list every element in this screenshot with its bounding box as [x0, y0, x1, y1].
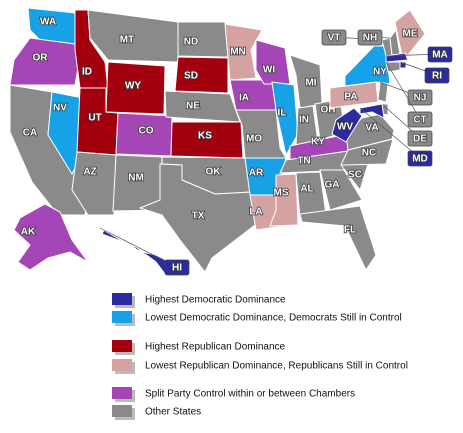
state-label: MS — [274, 188, 289, 199]
state-label: HI — [172, 263, 182, 274]
state-label: SC — [348, 170, 362, 181]
state-box — [427, 46, 453, 63]
legend-swatch — [112, 405, 132, 417]
state-shape — [319, 169, 363, 211]
state-shape — [344, 45, 391, 87]
state-label: VA — [365, 123, 378, 134]
state-label: WI — [263, 65, 275, 76]
leader-line — [99, 227, 178, 268]
state-label: NH — [363, 33, 377, 44]
state-shape — [394, 9, 426, 57]
state-box — [407, 130, 433, 147]
state-label: MO — [246, 134, 262, 145]
state-label: IN — [299, 115, 309, 126]
state-label: NY — [373, 67, 387, 78]
state-label: IL — [278, 108, 287, 119]
state-box — [407, 150, 433, 167]
state-label: AZ — [83, 167, 96, 178]
state-shape — [359, 103, 385, 119]
state-label: WV — [337, 122, 353, 133]
state-shape — [138, 163, 256, 273]
state-shape — [164, 90, 241, 123]
state-shape — [255, 39, 291, 85]
state-shape — [224, 23, 263, 81]
state-shape — [99, 227, 171, 275]
state-label: OK — [206, 167, 222, 178]
state-label: OR — [33, 53, 49, 64]
state-label: MN — [230, 47, 246, 58]
legend-label: Highest Republican Dominance — [145, 342, 286, 353]
legend-label: Other States — [145, 407, 201, 418]
state-shape — [174, 56, 229, 94]
state-label: MI — [305, 78, 316, 89]
state-label: FL — [344, 225, 356, 236]
state-label: RI — [432, 71, 442, 82]
state-label: ME — [403, 29, 418, 40]
state-label: MT — [120, 35, 134, 46]
state-shape — [87, 9, 179, 63]
state-label: NJ — [414, 93, 427, 104]
state-label: CO — [139, 126, 154, 137]
legend-swatch — [112, 293, 132, 305]
legend-swatch — [112, 311, 132, 323]
state-label: DE — [413, 134, 427, 145]
state-label: IA — [239, 93, 249, 104]
state-label: KY — [311, 137, 325, 148]
legend-label: Lowest Republican Dominance, Republicans… — [145, 361, 408, 372]
state-shape — [271, 81, 299, 157]
state-label: TX — [192, 211, 205, 222]
state-box — [407, 111, 433, 128]
state-label: UT — [88, 113, 101, 124]
state-box — [357, 29, 383, 46]
state-label: NE — [186, 101, 200, 112]
state-box — [407, 89, 433, 106]
state-shape — [269, 173, 299, 227]
legend-label: Lowest Democratic Dominance, Democrats S… — [145, 313, 402, 324]
state-label: KS — [198, 131, 212, 142]
state-box — [424, 67, 450, 84]
state-shape — [13, 203, 89, 271]
state-label: NV — [53, 103, 67, 114]
state-label: TN — [297, 156, 310, 167]
state-label: WY — [125, 81, 141, 92]
state-label: NM — [128, 173, 144, 184]
state-label: CA — [23, 128, 37, 139]
state-label: NC — [362, 148, 376, 159]
state-label: GA — [325, 180, 340, 191]
state-label: WA — [40, 17, 56, 28]
leader-line — [359, 107, 421, 159]
state-label: MA — [432, 50, 448, 61]
state-label: AK — [21, 227, 36, 238]
state-shape — [9, 37, 83, 86]
state-label: VT — [328, 33, 341, 44]
state-label: AL — [300, 184, 313, 195]
state-label: ND — [184, 37, 198, 48]
state-label: SD — [184, 71, 198, 82]
state-shape — [331, 107, 363, 143]
state-label: PA — [344, 92, 357, 103]
legend-swatch — [112, 340, 132, 352]
legend-label: Highest Democratic Dominance — [145, 295, 286, 306]
legend-swatch — [112, 387, 132, 399]
state-shape — [385, 61, 401, 73]
state-shape — [377, 81, 389, 103]
legend-label: Split Party Control within or between Ch… — [145, 389, 355, 400]
state-box — [164, 259, 190, 276]
state-label: AR — [249, 168, 264, 179]
state-shape — [105, 61, 166, 115]
state-shape — [71, 151, 117, 216]
state-label: LA — [249, 207, 262, 218]
leader-line — [385, 61, 421, 120]
state-box — [321, 29, 347, 46]
state-label: ID — [82, 67, 92, 78]
state-shape — [299, 205, 377, 272]
state-label: CT — [413, 115, 426, 126]
state-label: MD — [412, 154, 428, 165]
legend-swatch — [112, 359, 132, 371]
